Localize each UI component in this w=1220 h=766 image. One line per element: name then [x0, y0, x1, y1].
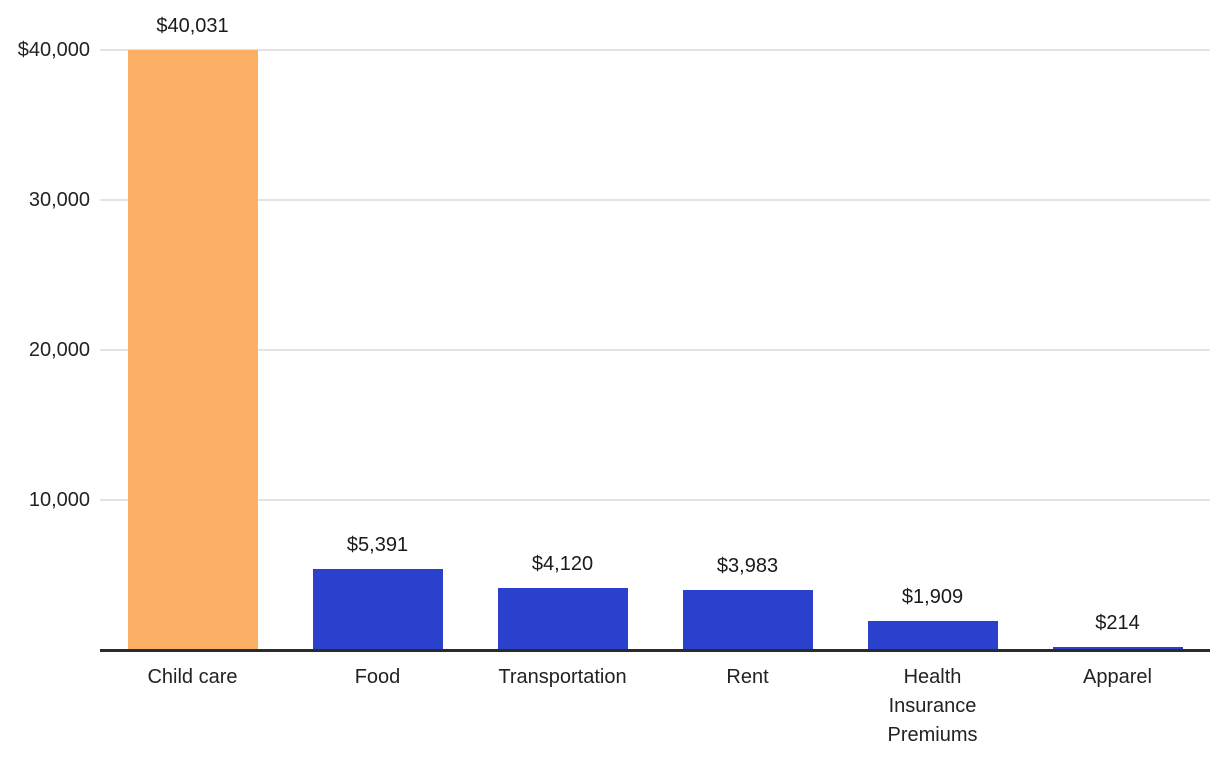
x-axis-line — [100, 649, 1210, 652]
gridline-40000 — [100, 49, 1210, 51]
y-tick-label-20000: 20,000 — [28, 339, 90, 361]
gridline-30000 — [100, 199, 1210, 201]
bar-child-care — [127, 50, 258, 650]
y-tick-label-10000: 10,000 — [28, 489, 90, 511]
x-category-label-rent: Rent — [726, 666, 769, 688]
bar-apparel — [1052, 647, 1183, 650]
x-category-label-food: Food — [354, 666, 401, 688]
bar-transportation — [497, 588, 628, 650]
y-tick-label-40000: $40,000 — [17, 39, 90, 61]
bar-value-label-health-insurance-premiums: $1,909 — [901, 586, 964, 608]
x-category-label-transportation: Transportation — [498, 666, 627, 688]
y-tick-label-30000: 30,000 — [28, 189, 90, 211]
x-category-label-health-insurance-premiums: Health Insurance Premiums — [887, 666, 978, 746]
x-category-label-apparel: Apparel — [1083, 666, 1152, 688]
bar-value-label-food: $5,391 — [346, 534, 409, 556]
bar-value-label-rent: $3,983 — [716, 555, 779, 577]
gridline-10000 — [100, 499, 1210, 501]
bar-rent — [682, 590, 813, 650]
bar-value-label-apparel: $214 — [1095, 612, 1140, 634]
bar-value-label-child-care: $40,031 — [156, 15, 229, 37]
bar-food — [312, 569, 443, 650]
bar-health-insurance-premiums — [867, 621, 998, 650]
bar-value-label-transportation: $4,120 — [531, 553, 594, 575]
x-category-label-child-care: Child care — [147, 666, 238, 688]
gridline-20000 — [100, 349, 1210, 351]
